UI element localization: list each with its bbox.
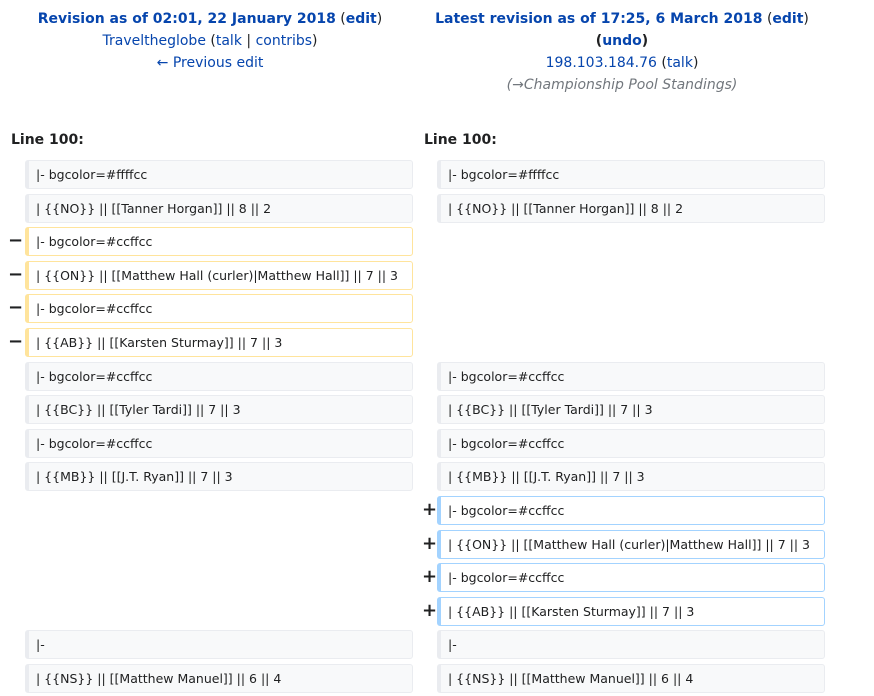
added-line: | {{AB}} || [[Karsten Sturmay]] || 7 || …	[437, 597, 825, 626]
paren: )	[376, 11, 383, 27]
context-line-right: | {{BC}} || [[Tyler Tardi]] || 7 || 3	[437, 395, 825, 424]
new-revision-header: Latest revision as of 17:25, 6 March 201…	[412, 8, 832, 96]
new-user-talk-link[interactable]: talk	[666, 55, 693, 71]
minus-marker: −	[8, 297, 24, 318]
right-line-number: Line 100:	[424, 132, 497, 148]
old-revision-link[interactable]: Revision as of 02:01, 22 January 2018	[37, 11, 336, 27]
context-line-left: | {{MB}} || [[J.T. Ryan]] || 7 || 3	[25, 462, 413, 491]
separator: |	[246, 33, 252, 49]
old-edit-link[interactable]: edit	[345, 11, 377, 27]
paren: (	[766, 11, 773, 27]
minus-marker: −	[8, 331, 24, 352]
plus-marker: +	[422, 533, 438, 554]
edit-summary-text: Championship Pool Standings	[523, 77, 732, 93]
paren: )	[803, 11, 809, 27]
edit-summary: (→Championship Pool Standings)	[412, 74, 832, 96]
new-edit-link[interactable]: edit	[772, 11, 804, 27]
context-line-left: | {{NS}} || [[Matthew Manuel]] || 6 || 4	[25, 664, 413, 693]
paren: )	[692, 55, 699, 71]
minus-marker: −	[8, 264, 24, 285]
new-revision-link[interactable]: Latest revision as of 17:25, 6 March 201…	[435, 11, 763, 27]
context-line-right: |-	[437, 630, 825, 659]
context-line-left: |-	[25, 630, 413, 659]
old-user-link[interactable]: Traveltheglobe	[102, 33, 206, 49]
section-arrow-link[interactable]: →	[512, 77, 524, 93]
deleted-line: |- bgcolor=#ccffcc	[25, 294, 413, 323]
old-user-contribs-link[interactable]: contribs	[255, 33, 313, 49]
context-line-right: |- bgcolor=#ccffcc	[437, 362, 825, 391]
plus-marker: +	[422, 499, 438, 520]
deleted-line: |- bgcolor=#ccffcc	[25, 227, 413, 256]
context-line-right: | {{NS}} || [[Matthew Manuel]] || 6 || 4	[437, 664, 825, 693]
added-line: |- bgcolor=#ccffcc	[437, 496, 825, 525]
paren: (	[340, 11, 346, 27]
old-revision-header: Revision as of 02:01, 22 January 2018 (e…	[0, 8, 420, 74]
paren: (	[506, 77, 513, 93]
context-line-left: | {{NO}} || [[Tanner Horgan]] || 8 || 2	[25, 194, 413, 223]
context-line-left: |- bgcolor=#ccffcc	[25, 362, 413, 391]
deleted-line: | {{ON}} || [[Matthew Hall (curler)|Matt…	[25, 261, 413, 290]
minus-marker: −	[8, 230, 24, 251]
context-line-left: |- bgcolor=#ccffcc	[25, 429, 413, 458]
context-line-right: | {{NO}} || [[Tanner Horgan]] || 8 || 2	[437, 194, 825, 223]
old-user-talk-link[interactable]: talk	[215, 33, 242, 49]
paren: )	[312, 33, 318, 49]
context-line-left: |- bgcolor=#ffffcc	[25, 160, 413, 189]
plus-marker: +	[422, 600, 438, 621]
context-line-right: |- bgcolor=#ffffcc	[437, 160, 825, 189]
paren: )	[731, 77, 738, 93]
paren: (	[595, 33, 603, 49]
added-line: | {{ON}} || [[Matthew Hall (curler)|Matt…	[437, 530, 825, 559]
plus-marker: +	[422, 566, 438, 587]
paren: (	[661, 55, 667, 71]
deleted-line: | {{AB}} || [[Karsten Sturmay]] || 7 || …	[25, 328, 413, 357]
undo-link[interactable]: undo	[602, 33, 642, 49]
left-line-number: Line 100:	[11, 132, 84, 148]
added-line: |- bgcolor=#ccffcc	[437, 563, 825, 592]
context-line-left: | {{BC}} || [[Tyler Tardi]] || 7 || 3	[25, 395, 413, 424]
previous-edit-link[interactable]: ← Previous edit	[156, 55, 264, 71]
context-line-right: | {{MB}} || [[J.T. Ryan]] || 7 || 3	[437, 462, 825, 491]
paren: )	[641, 33, 649, 49]
new-user-link[interactable]: 198.103.184.76	[545, 55, 657, 71]
paren: (	[210, 33, 216, 49]
context-line-right: |- bgcolor=#ccffcc	[437, 429, 825, 458]
